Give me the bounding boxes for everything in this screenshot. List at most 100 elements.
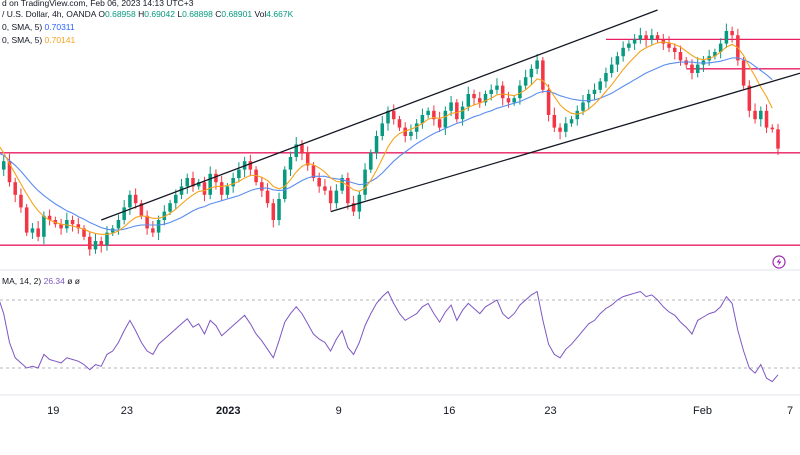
candle <box>483 90 488 106</box>
candle <box>277 192 281 226</box>
candle-body <box>282 169 287 199</box>
candle <box>747 80 752 118</box>
candle-body <box>328 190 333 204</box>
candle <box>753 103 757 124</box>
candle <box>518 80 522 105</box>
candle-body <box>455 102 459 120</box>
candle-body <box>174 194 178 204</box>
candle <box>627 40 631 52</box>
candle-body <box>70 220 75 225</box>
candle <box>741 57 746 89</box>
symbol-text[interactable]: / U.S. Dollar, 4h, OANDA <box>2 9 97 19</box>
candle-body <box>747 85 752 111</box>
candle <box>380 116 385 141</box>
candle-body <box>36 228 40 237</box>
candle-body <box>753 110 757 120</box>
candle-body <box>592 89 597 94</box>
candle-body <box>426 110 430 115</box>
sma-slow-line <box>0 57 773 231</box>
candle-body <box>208 173 212 195</box>
candle <box>151 221 155 237</box>
candle <box>231 172 235 193</box>
candle-body <box>420 115 425 124</box>
candle-body <box>191 178 195 187</box>
candle-body <box>156 220 161 233</box>
candle-body <box>340 178 344 191</box>
x-tick-label: 2023 <box>216 405 240 417</box>
candle-body <box>690 64 694 73</box>
candle <box>615 51 620 72</box>
candle-body <box>151 228 155 233</box>
candle-body <box>489 89 494 94</box>
candle <box>541 57 545 94</box>
high-label: H <box>138 9 145 19</box>
candle <box>609 57 614 78</box>
candle <box>552 107 557 132</box>
candle <box>477 91 482 108</box>
candle-body <box>47 215 52 220</box>
candle <box>604 67 608 88</box>
candle <box>363 163 367 201</box>
candle <box>24 204 29 236</box>
candle-body <box>512 98 516 103</box>
candle-body <box>99 241 104 246</box>
bolt-icon-glyph <box>776 258 782 266</box>
candle <box>76 217 81 234</box>
candle <box>196 178 201 190</box>
high-value: 0.69042 <box>144 9 175 19</box>
candle-body <box>391 110 396 120</box>
candle-body <box>477 98 482 103</box>
candle-body <box>500 85 505 99</box>
close-value: 0.68901 <box>221 9 253 19</box>
candle <box>650 28 654 45</box>
candle <box>122 200 126 225</box>
candle <box>145 210 149 235</box>
candle <box>357 190 362 219</box>
candle <box>420 108 425 129</box>
candle <box>432 105 436 126</box>
candle-body <box>575 110 580 120</box>
candle <box>443 106 448 135</box>
candle-body <box>598 81 602 90</box>
volume-label: Vol <box>254 9 267 19</box>
candle-body <box>546 89 551 115</box>
candle-body <box>145 215 149 229</box>
rsi-value: 26.34 <box>43 276 65 286</box>
candle <box>237 162 241 183</box>
candle <box>397 115 402 131</box>
candle <box>168 199 172 215</box>
ma1-legend[interactable]: 0, SMA, 5) 0.70311 <box>2 22 75 32</box>
candle-body <box>397 119 402 128</box>
ma2-legend[interactable]: 0, SMA, 5) 0.70141 <box>2 35 75 45</box>
candle-body <box>604 73 608 82</box>
candle-body <box>65 220 69 229</box>
candle-body <box>764 110 769 128</box>
candle-body <box>374 136 379 153</box>
candle <box>632 34 637 50</box>
candle <box>455 99 459 123</box>
candle <box>495 78 499 95</box>
candle-body <box>523 77 528 86</box>
candle-body <box>19 194 23 208</box>
candle <box>403 122 407 143</box>
candle-body <box>552 115 557 128</box>
candle-body <box>185 178 190 187</box>
candle-body <box>638 35 643 40</box>
candle-body <box>214 173 218 183</box>
candle <box>248 154 253 175</box>
candle-body <box>311 165 316 178</box>
candle-body <box>30 228 35 233</box>
candle <box>374 130 379 160</box>
candle <box>30 223 35 239</box>
rsi-legend[interactable]: MA, 14, 2) 26.34 ø ø <box>2 276 80 286</box>
candle-body <box>133 194 138 204</box>
x-tick-label: 19 <box>47 405 59 417</box>
candle <box>718 38 723 59</box>
candle <box>472 89 476 106</box>
candle <box>162 205 167 226</box>
candle <box>82 225 86 241</box>
candle <box>529 64 534 85</box>
open-value: 0.68958 <box>105 9 136 19</box>
